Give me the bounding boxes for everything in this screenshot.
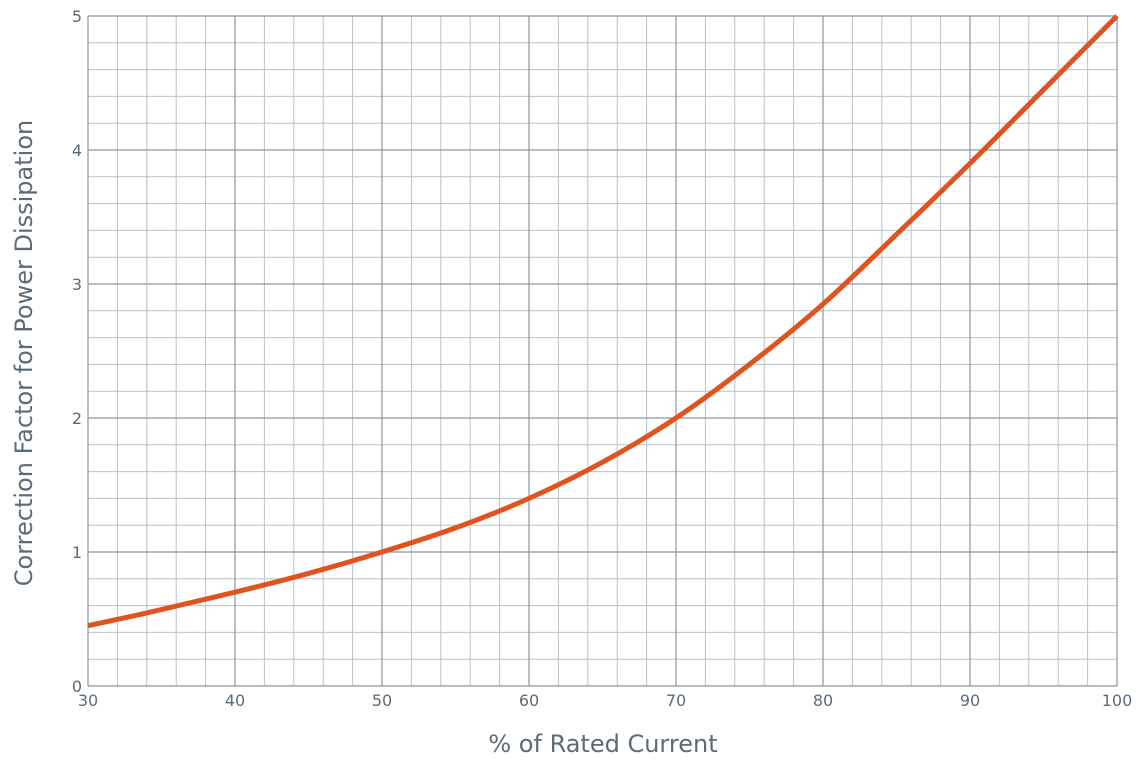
y-tick-label: 2 (72, 409, 82, 428)
y-tick-label: 1 (72, 543, 82, 562)
series-layer (87, 14, 1119, 629)
minor-grid (87, 15, 1118, 687)
x-tick-label: 80 (813, 691, 833, 710)
y-tick-label: 4 (72, 141, 82, 160)
x-tick-label: 30 (78, 691, 98, 710)
y-tick-label: 5 (72, 7, 82, 26)
x-tick-label: 100 (1102, 691, 1133, 710)
x-axis-label: % of Rated Current (488, 730, 717, 758)
y-tick-label: 0 (72, 677, 82, 696)
series-line-0 (87, 14, 1119, 629)
y-tick-label: 3 (72, 275, 82, 294)
x-tick-label: 70 (666, 691, 686, 710)
x-tick-label: 60 (519, 691, 539, 710)
x-tick-label: 40 (225, 691, 245, 710)
y-axis-label: Correction Factor for Power Dissipation (10, 120, 38, 586)
major-grid (87, 15, 1118, 687)
x-tick-label: 90 (960, 691, 980, 710)
x-tick-label: 50 (372, 691, 392, 710)
tick-labels: 30 40 50 60 70 80 90 100 0 1 2 3 4 5 (72, 7, 1132, 710)
